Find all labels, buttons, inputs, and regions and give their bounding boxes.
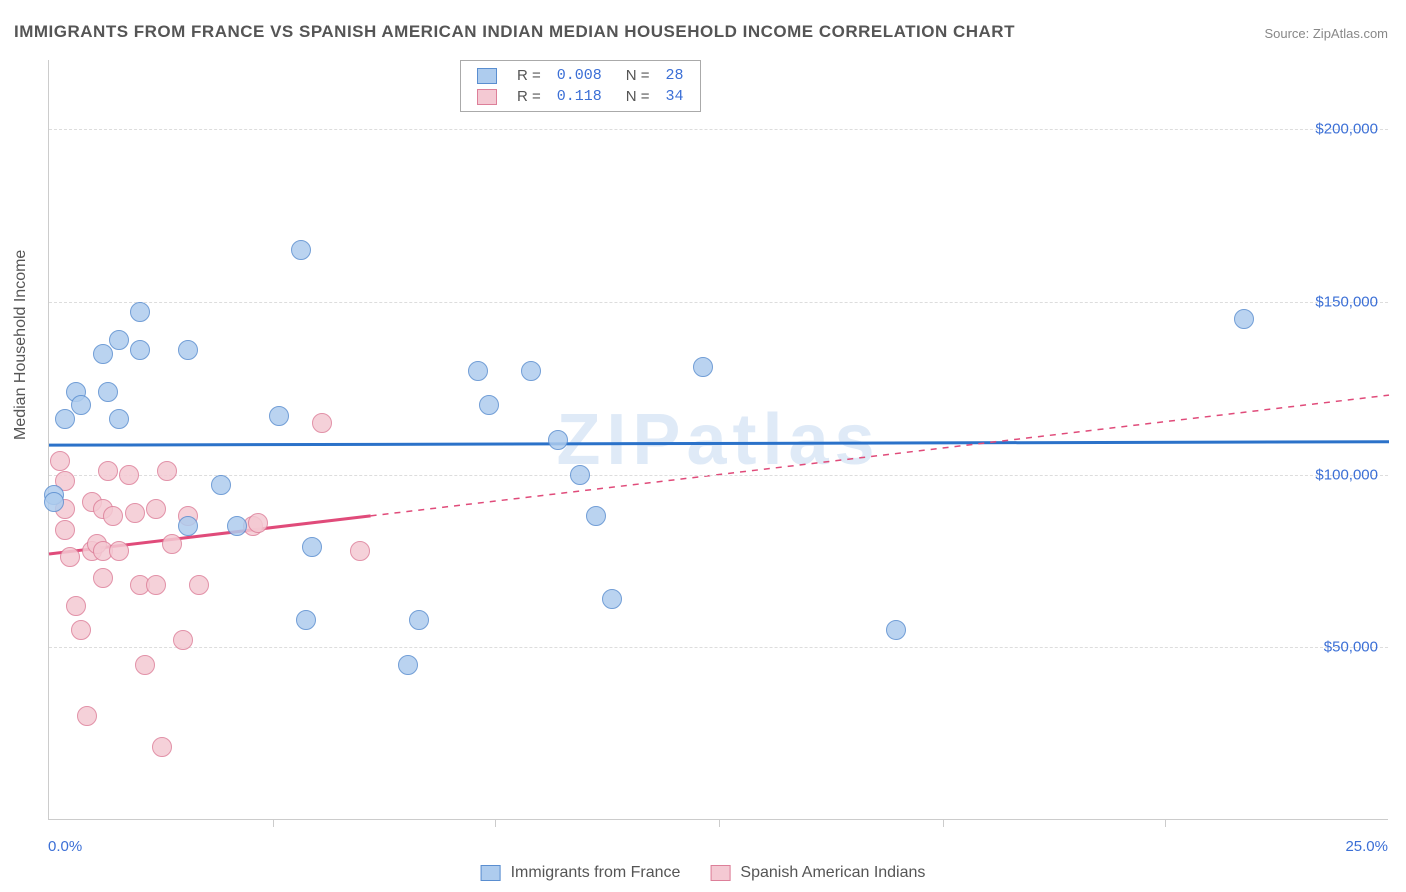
data-point <box>468 361 488 381</box>
data-point <box>479 395 499 415</box>
data-point <box>886 620 906 640</box>
data-point <box>521 361 541 381</box>
x-tick <box>495 819 496 827</box>
legend-label: Immigrants from France <box>511 864 681 882</box>
y-tick-label: $200,000 <box>1315 121 1378 138</box>
data-point <box>312 413 332 433</box>
data-point <box>1234 309 1254 329</box>
data-point <box>98 461 118 481</box>
data-point <box>602 589 622 609</box>
x-tick <box>943 819 944 827</box>
data-point <box>55 520 75 540</box>
data-point <box>77 706 97 726</box>
data-point <box>55 409 75 429</box>
data-point <box>409 610 429 630</box>
data-point <box>178 340 198 360</box>
legend-swatch <box>477 68 497 84</box>
data-point <box>248 513 268 533</box>
data-point <box>291 240 311 260</box>
trend-lines <box>49 60 1388 819</box>
legend-item: Immigrants from France <box>481 864 681 882</box>
chart-container: IMMIGRANTS FROM FRANCE VS SPANISH AMERIC… <box>0 0 1406 892</box>
trend-line <box>49 442 1389 445</box>
legend-stat-row: R =0.118N =34 <box>469 86 692 107</box>
legend-stat-row: R =0.008N =28 <box>469 65 692 86</box>
y-tick-label: $100,000 <box>1315 466 1378 483</box>
data-point <box>302 537 322 557</box>
data-point <box>109 330 129 350</box>
data-point <box>189 575 209 595</box>
gridline <box>49 647 1388 648</box>
data-point <box>548 430 568 450</box>
data-point <box>119 465 139 485</box>
x-tick-label: 0.0% <box>48 838 82 855</box>
data-point <box>162 534 182 554</box>
data-point <box>103 506 123 526</box>
data-point <box>296 610 316 630</box>
legend-series: Immigrants from France Spanish American I… <box>481 864 926 882</box>
data-point <box>350 541 370 561</box>
data-point <box>109 409 129 429</box>
data-point <box>211 475 231 495</box>
r-label: R = <box>509 65 549 86</box>
data-point <box>93 344 113 364</box>
x-tick-label: 25.0% <box>1345 838 1388 855</box>
data-point <box>109 541 129 561</box>
data-point <box>693 357 713 377</box>
r-value: 0.118 <box>549 86 610 107</box>
legend-swatch <box>710 865 730 881</box>
gridline <box>49 475 1388 476</box>
data-point <box>71 620 91 640</box>
data-point <box>44 492 64 512</box>
data-point <box>146 575 166 595</box>
data-point <box>152 737 172 757</box>
data-point <box>71 395 91 415</box>
y-axis-label: Median Household Income <box>12 250 30 440</box>
n-value: 34 <box>658 86 692 107</box>
data-point <box>146 499 166 519</box>
data-point <box>93 568 113 588</box>
x-tick <box>1165 819 1166 827</box>
legend-swatch <box>481 865 501 881</box>
data-point <box>60 547 80 567</box>
data-point <box>586 506 606 526</box>
x-tick <box>273 819 274 827</box>
trend-line-dashed <box>371 395 1389 516</box>
gridline <box>49 302 1388 303</box>
x-tick <box>719 819 720 827</box>
y-tick-label: $150,000 <box>1315 293 1378 310</box>
plot-area: ZIPatlas $50,000$100,000$150,000$200,000 <box>48 60 1388 820</box>
data-point <box>398 655 418 675</box>
legend-swatch <box>477 89 497 105</box>
r-value: 0.008 <box>549 65 610 86</box>
data-point <box>135 655 155 675</box>
data-point <box>173 630 193 650</box>
r-label: R = <box>509 86 549 107</box>
n-value: 28 <box>658 65 692 86</box>
gridline <box>49 129 1388 130</box>
n-label: N = <box>610 65 658 86</box>
data-point <box>130 302 150 322</box>
data-point <box>130 340 150 360</box>
data-point <box>125 503 145 523</box>
n-label: N = <box>610 86 658 107</box>
source-label: Source: ZipAtlas.com <box>1264 26 1388 41</box>
legend-item: Spanish American Indians <box>710 864 925 882</box>
chart-title: IMMIGRANTS FROM FRANCE VS SPANISH AMERIC… <box>14 22 1015 42</box>
legend-stats: R =0.008N =28R =0.118N =34 <box>460 60 701 112</box>
data-point <box>66 596 86 616</box>
data-point <box>98 382 118 402</box>
data-point <box>50 451 70 471</box>
data-point <box>570 465 590 485</box>
data-point <box>178 516 198 536</box>
data-point <box>269 406 289 426</box>
data-point <box>227 516 247 536</box>
legend-label: Spanish American Indians <box>740 864 925 882</box>
y-tick-label: $50,000 <box>1324 639 1378 656</box>
data-point <box>157 461 177 481</box>
